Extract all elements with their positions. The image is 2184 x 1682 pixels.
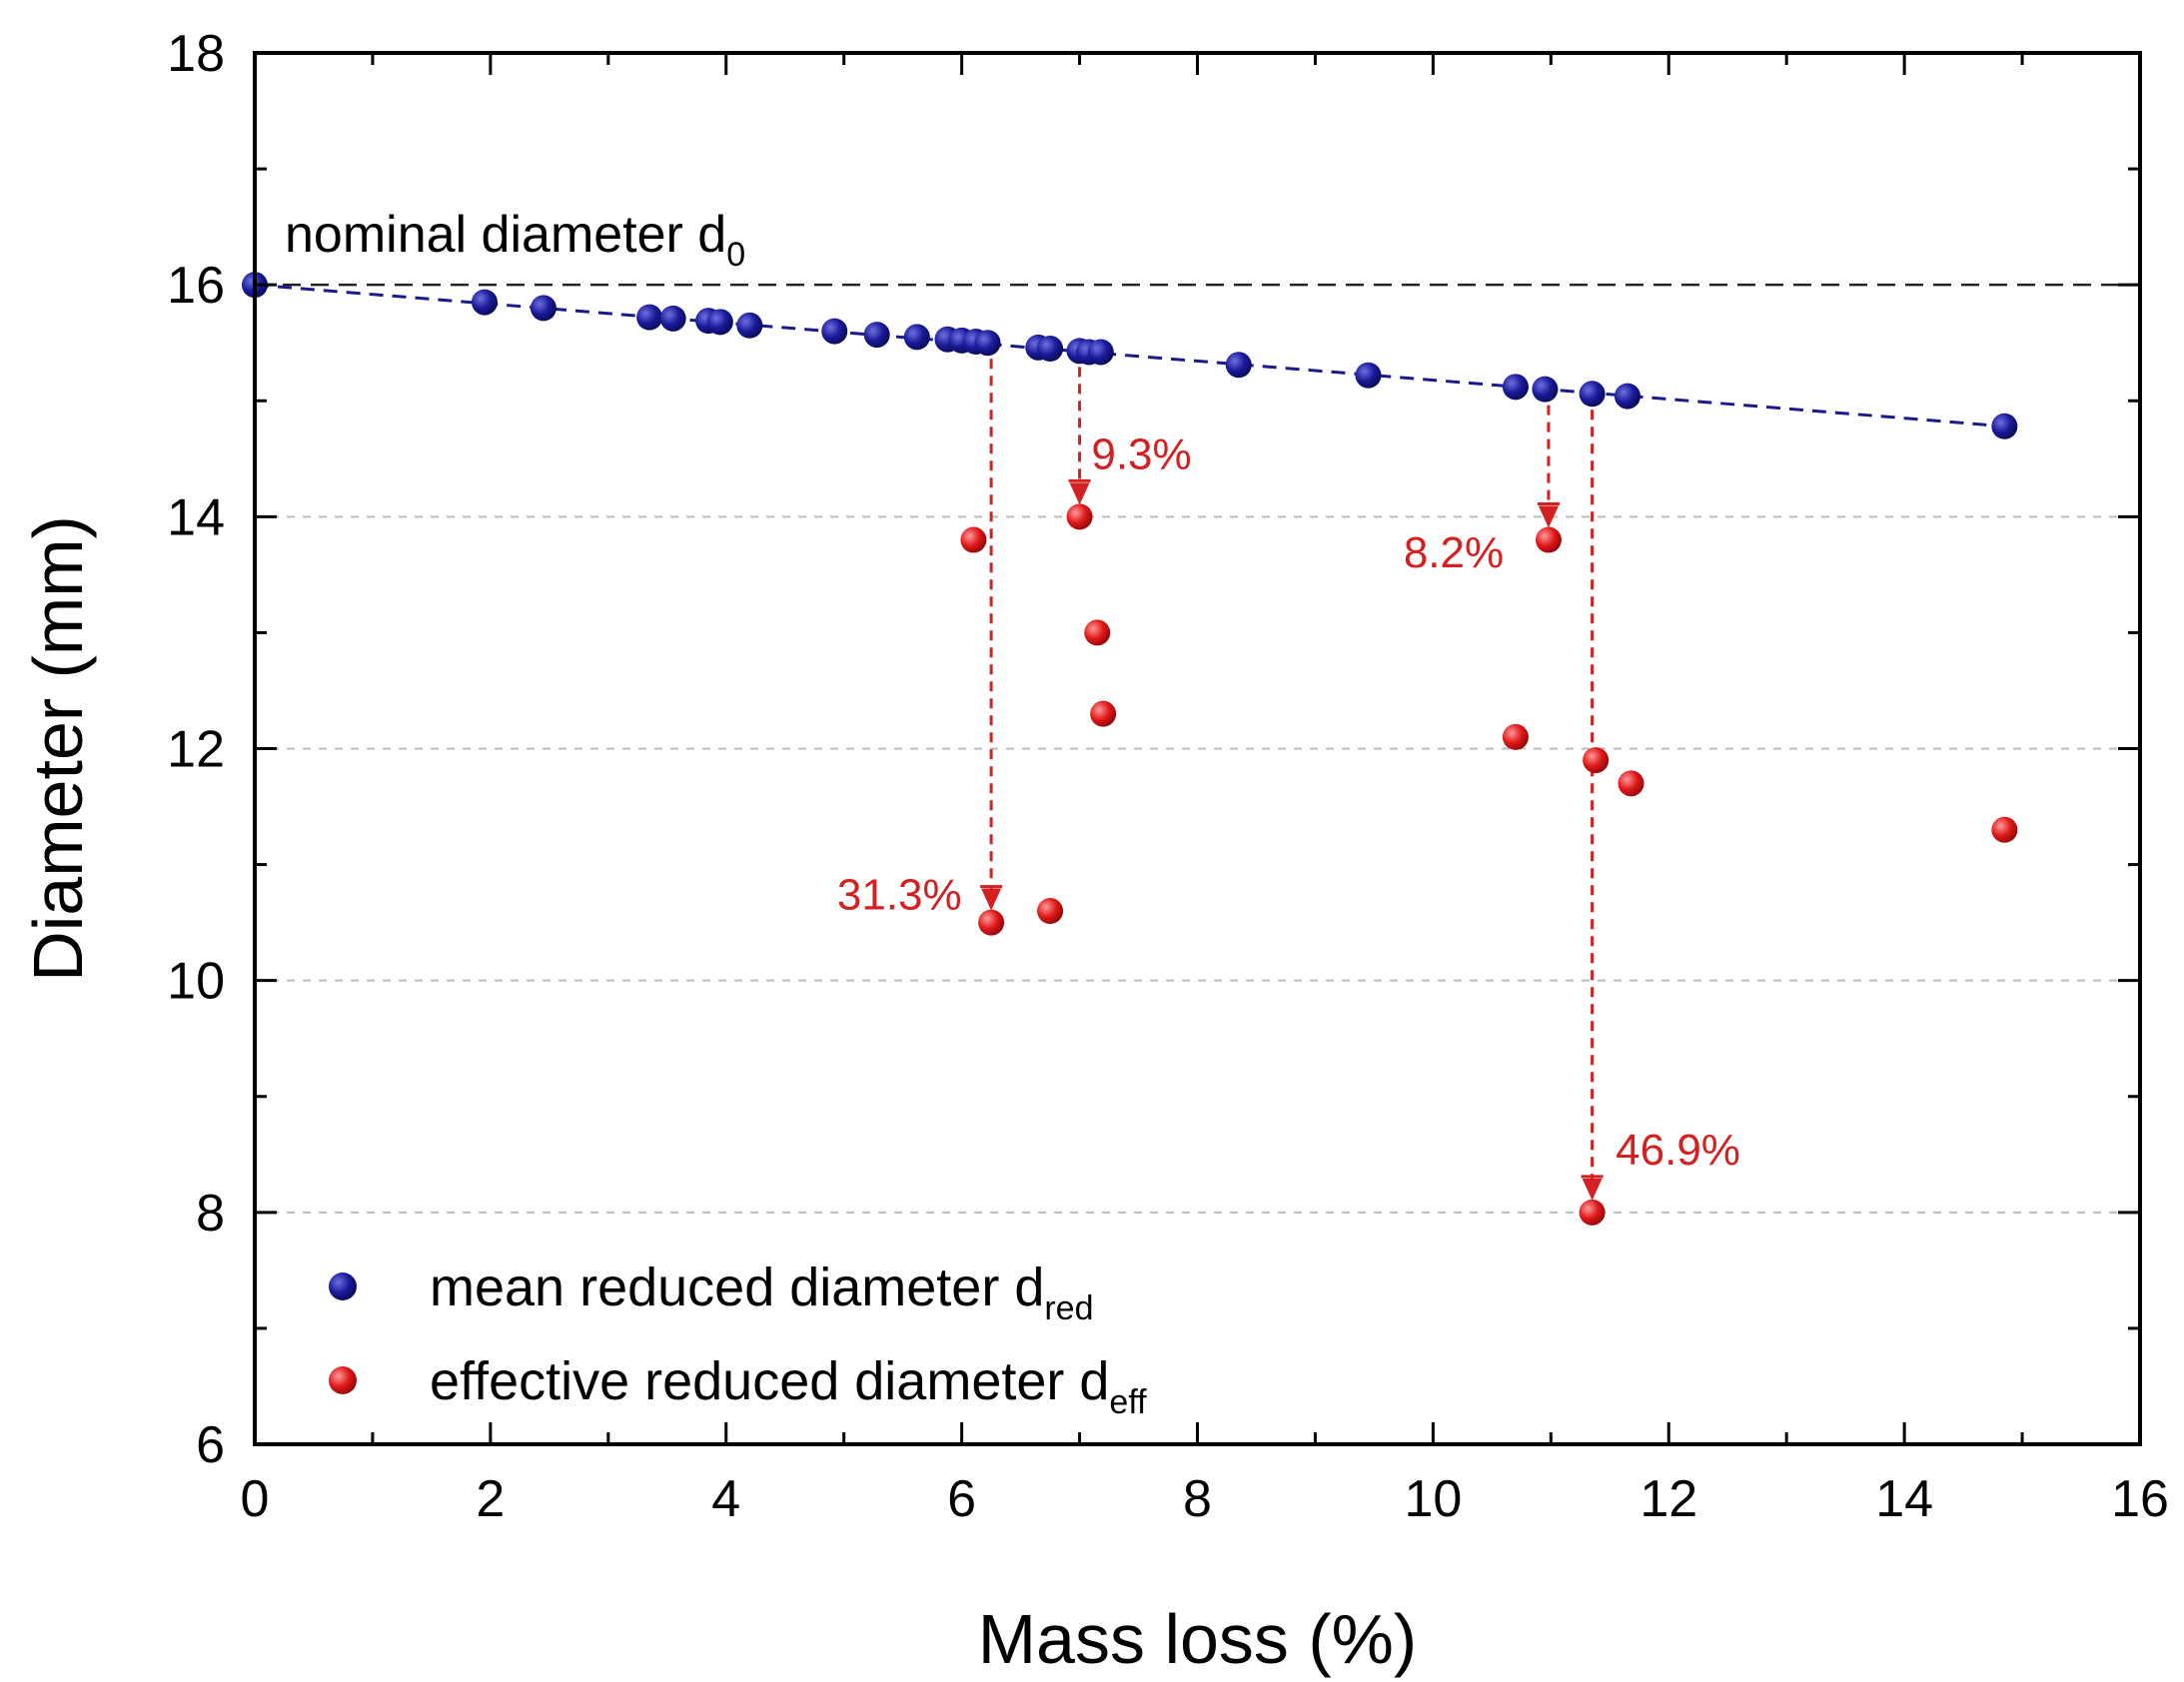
mean-reduced-point [1991, 413, 2018, 439]
effective-reduced-point [1618, 770, 1644, 797]
mean-reduced-point [863, 322, 890, 349]
x-tick-label: 8 [1183, 1470, 1212, 1528]
legend-mean-text: mean reduced diameter d [430, 1258, 1044, 1317]
x-tick-label: 2 [476, 1470, 505, 1528]
effective-reduced-point [1066, 503, 1093, 530]
effective-reduced-point [1535, 526, 1562, 553]
legend-marker-effective-reduced [329, 1366, 357, 1394]
mean-reduced-point [1037, 336, 1064, 363]
x-tick-label: 4 [711, 1470, 740, 1528]
mean-reduced-point [1532, 376, 1559, 403]
mean-reduced-point [903, 324, 930, 351]
effective-reduced-point [1090, 700, 1117, 727]
y-tick-label: 6 [196, 1416, 225, 1474]
x-tick-labels: 0 2 4 6 8 10 12 14 16 [241, 1470, 2169, 1528]
legend: mean reduced diameter dred effective red… [329, 1258, 1147, 1421]
effective-reduced-point [1084, 619, 1111, 646]
mean-reduced-point [636, 304, 663, 331]
axis-ticks [253, 51, 2142, 1446]
nominal-diameter-label: nominal diameter d0 [285, 206, 745, 274]
mean-reduced-point [471, 289, 498, 316]
reduction-arrow-head [1582, 1178, 1603, 1201]
effective-reduced-point [1502, 723, 1529, 750]
effective-reduced-point [1037, 898, 1064, 925]
y-tick-label: 16 [167, 257, 225, 315]
reduction-percentage-label: 8.2% [1404, 528, 1504, 577]
effective-reduced-point [1579, 1199, 1606, 1226]
y-tick-label: 14 [167, 488, 225, 546]
x-tick-label: 10 [1404, 1470, 1462, 1528]
annotation-labels: 31.3% 9.3% 8.2% 46.9% [837, 429, 1740, 1175]
series-lines [254, 283, 2005, 428]
y-tick-label: 12 [167, 721, 225, 779]
reduction-arrow-head [1069, 482, 1090, 505]
mean-reduced-point [706, 309, 733, 336]
y-tick-label: 18 [167, 25, 225, 83]
x-tick-label: 0 [241, 1470, 270, 1528]
effective-reduced-point [960, 526, 987, 553]
legend-mean-subscript: red [1044, 1289, 1093, 1327]
y-tick-labels: 6 8 10 12 14 16 18 [167, 25, 225, 1474]
annotation-arrows [980, 359, 1604, 1201]
mean-reduced-point [1355, 362, 1382, 389]
y-axis-title: Diameter (mm) [19, 515, 97, 982]
reduction-percentage-label: 9.3% [1091, 429, 1191, 478]
legend-label-effective-reduced: effective reduced diameter deff [430, 1351, 1147, 1421]
effective-reduced-point [1991, 816, 2018, 843]
reduction-percentage-label: 46.9% [1616, 1126, 1740, 1175]
mean-reduced-point [1225, 352, 1252, 379]
mean-trendline [254, 283, 2005, 428]
x-tick-label: 14 [1875, 1470, 1933, 1528]
mean-reduced-point [659, 305, 686, 332]
mean-reduced-point [1579, 381, 1606, 408]
reduction-percentage-label: 31.3% [837, 871, 962, 920]
mean-reduced-point [736, 312, 763, 339]
data-points [242, 272, 2018, 1226]
legend-marker-mean-reduced [329, 1272, 357, 1300]
x-tick-label: 12 [1639, 1470, 1697, 1528]
mean-reduced-point [821, 318, 848, 345]
mean-reduced-point [974, 330, 1001, 357]
reduction-arrow-head [1538, 505, 1559, 528]
effective-reduced-point [1583, 747, 1610, 774]
legend-eff-subscript: eff [1109, 1383, 1147, 1421]
legend-eff-text: effective reduced diameter d [430, 1351, 1109, 1411]
mean-reduced-point [530, 295, 556, 322]
y-tick-label: 10 [167, 953, 225, 1011]
x-axis-title: Mass loss (%) [978, 1600, 1417, 1678]
effective-reduced-point [978, 909, 1005, 936]
y-tick-label: 8 [196, 1185, 225, 1243]
legend-label-mean-reduced: mean reduced diameter dred [430, 1258, 1094, 1327]
x-tick-label: 16 [2111, 1470, 2169, 1528]
mean-reduced-point [1087, 339, 1114, 366]
nominal-label-subscript: 0 [726, 236, 745, 274]
mean-reduced-point [1502, 374, 1529, 401]
mean-reduced-point [1614, 383, 1640, 410]
gridlines [255, 283, 2140, 1214]
x-tick-label: 6 [947, 1470, 976, 1528]
reduction-arrow-head [981, 888, 1002, 911]
nominal-label-text: nominal diameter d [285, 206, 726, 264]
